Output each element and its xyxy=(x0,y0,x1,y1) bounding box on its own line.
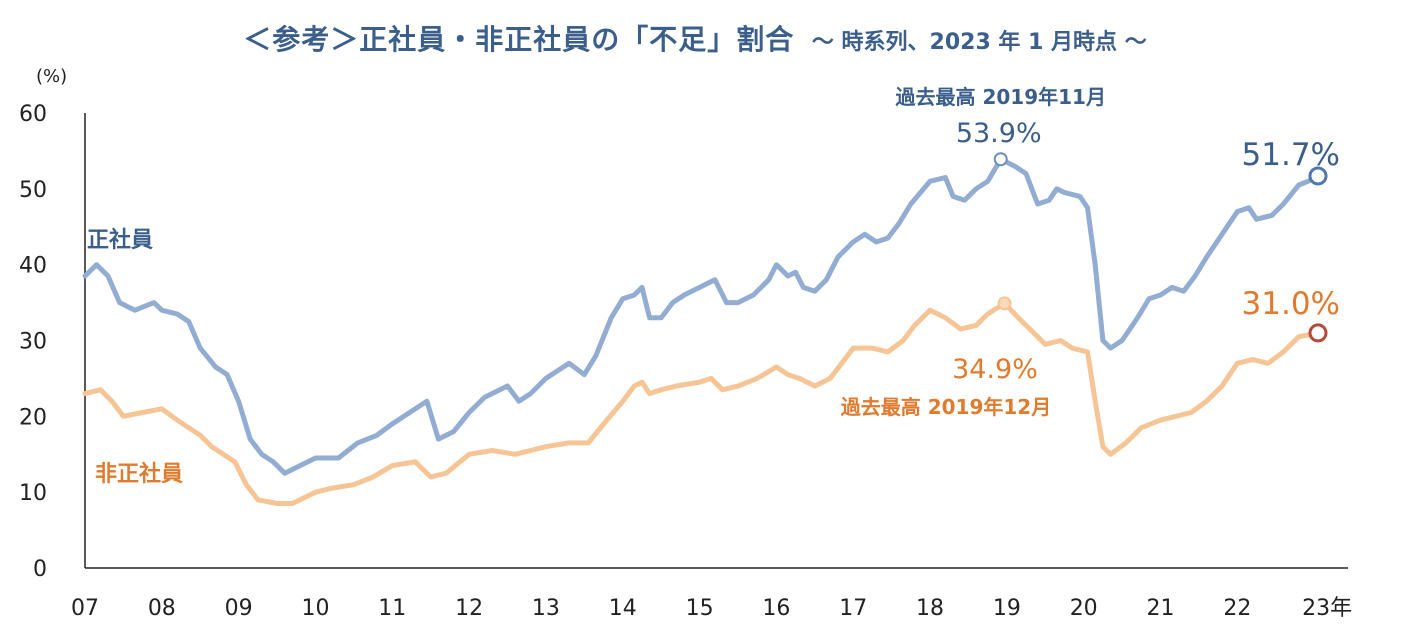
x-tick-label: 18 xyxy=(916,596,944,621)
x-tick-label: 20 xyxy=(1070,596,1098,621)
x-tick-label: 15 xyxy=(686,596,714,621)
y-tick-label: 40 xyxy=(19,254,47,279)
y-tick-label: 0 xyxy=(33,557,47,582)
chart-title: ＜参考＞正社員・非正社員の「不足」割合 xyxy=(243,23,795,56)
series-line-regular xyxy=(82,156,1321,476)
endpoint-marker xyxy=(1308,323,1328,343)
y-tick-label: 20 xyxy=(19,405,47,430)
y-tick-label: 10 xyxy=(19,481,47,506)
x-tick-label: 12 xyxy=(455,596,483,621)
x-tick-label: 23年 xyxy=(1302,596,1352,621)
record-high-note-nonregular: 過去最高 2019年12月 xyxy=(841,395,1051,419)
record-high-value-regular: 53.9% xyxy=(956,118,1042,149)
x-tick-label: 14 xyxy=(609,596,637,621)
x-tick-label: 10 xyxy=(301,596,329,621)
endpoint-marker xyxy=(993,152,1008,167)
endpoint-marker xyxy=(1308,166,1328,186)
x-tick-label: 13 xyxy=(532,596,560,621)
record-high-note-regular: 過去最高 2019年11月 xyxy=(895,85,1105,109)
y-tick-labels: 0 10 20 30 40 50 60 xyxy=(19,102,47,582)
x-tick-label: 21 xyxy=(1147,596,1175,621)
x-tick-label: 22 xyxy=(1223,596,1251,621)
endpoint-marker xyxy=(997,296,1012,311)
x-tick-label: 19 xyxy=(993,596,1021,621)
latest-value-nonregular: 31.0% xyxy=(1242,286,1340,322)
y-tick-label: 50 xyxy=(19,178,47,203)
series-line-nonregular xyxy=(82,300,1321,506)
chart-title-row: ＜参考＞正社員・非正社員の「不足」割合 ～ 時系列、2023 年 1 月時点 ～ xyxy=(0,18,1390,58)
y-axis-unit: (%) xyxy=(36,66,67,87)
y-tick-label: 60 xyxy=(19,102,47,127)
record-high-value-nonregular: 34.9% xyxy=(952,354,1038,385)
x-tick-label: 11 xyxy=(378,596,406,621)
x-tick-label: 08 xyxy=(148,596,176,621)
x-tick-label: 17 xyxy=(839,596,867,621)
x-tick-label: 09 xyxy=(225,596,253,621)
series-label-nonregular: 非正社員 xyxy=(95,461,183,487)
x-tick-label: 07 xyxy=(71,596,99,621)
x-tick-label: 16 xyxy=(762,596,790,621)
latest-value-regular: 51.7% xyxy=(1242,137,1340,173)
endpoint-markers xyxy=(993,152,1328,343)
series-lines xyxy=(82,156,1321,506)
chart-axes: (%) xyxy=(36,66,1348,569)
y-tick-label: 30 xyxy=(19,330,47,355)
x-tick-labels: 07 08 09 10 11 12 13 14 15 16 17 18 19 20 21 22 23年 xyxy=(71,596,1352,621)
chart-subtitle: ～ 時系列、2023 年 1 月時点 ～ xyxy=(811,30,1147,55)
series-label-regular: 正社員 xyxy=(87,227,153,253)
